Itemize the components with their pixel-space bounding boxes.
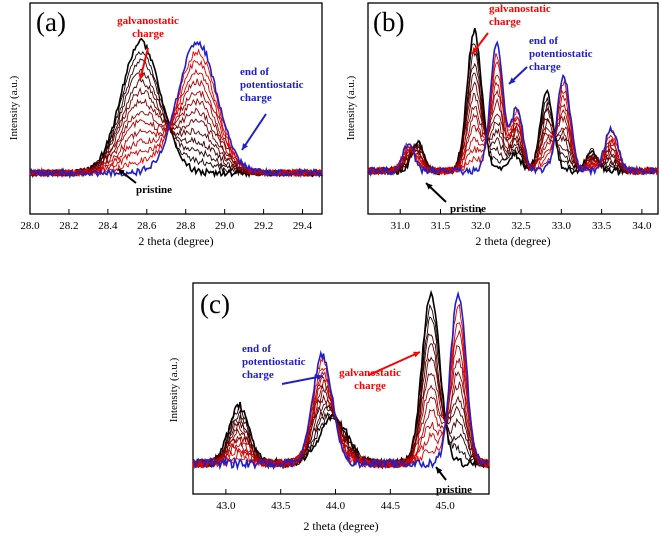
- panel-b-series-13: [367, 40, 659, 177]
- panel-a-x-tick-label: 28.8: [176, 220, 196, 232]
- panel-a-pri-arrowhead: [118, 169, 125, 176]
- panel-c-frame: [192, 282, 490, 495]
- panel-c-pri-arrowhead: [436, 467, 443, 474]
- panel-c: 43.0 43.5 44.0 44.5 45.0 (c) 2 theta (degree…: [168, 282, 490, 533]
- panel-c-series-7: [192, 370, 490, 469]
- panel-c-x-axis-title: 2 theta (degree): [303, 519, 378, 533]
- panel-c-curves: [192, 289, 490, 471]
- panel-b: 31.0 31.5 32.0 32.5 33.0 33.5 34.0 (b) 2 theta…: [345, 2, 659, 248]
- panel-b-x-tick-label: 33.5: [592, 220, 612, 232]
- panel-b-pri-arrowhead: [426, 183, 433, 190]
- panel-a-x-tick-label: 28.6: [137, 220, 157, 232]
- panel-c-annotations: galvanostatic charge end of potentiostatic c…: [242, 343, 472, 496]
- panel-c-series-3: [192, 333, 490, 469]
- panel-c-pristine-label: pristine: [436, 484, 472, 496]
- panel-a-galv-arrowhead: [138, 73, 145, 80]
- panel-c-series-4: [192, 343, 490, 469]
- panel-b-letter: (b): [373, 7, 404, 37]
- panel-a-x-tick-label: 29.4: [293, 220, 313, 232]
- panel-a-pot-arrow: [241, 113, 267, 151]
- panel-b-series-2: [367, 50, 659, 176]
- panel-b-frame: [367, 2, 659, 215]
- panel-b-annotations: galvanostatic charge end of potentiostatic c…: [425, 3, 593, 215]
- panel-c-x-tick-label: 43.0: [216, 500, 236, 512]
- panel-b-x-ticks: 31.0 31.5 32.0 32.5 33.0 33.5 34.0: [391, 209, 652, 232]
- panel-a-curves: [29, 37, 323, 179]
- panel-c-series-6: [192, 372, 490, 469]
- panel-a-galvanostatic-label: galvanostatic charge: [117, 15, 179, 40]
- panel-c-letter: (c): [200, 289, 230, 319]
- panel-c-pot-arrowhead: [316, 374, 323, 381]
- panel-a-pot-arrowhead: [242, 143, 248, 150]
- panel-b-x-tick-label: 33.0: [552, 220, 572, 232]
- panel-a-letter: (a): [36, 7, 66, 37]
- panel-a-x-axis-title: 2 theta (degree): [138, 234, 213, 248]
- panel-b-galv-arrowhead: [472, 47, 479, 54]
- panel-c-series-2: [192, 316, 490, 469]
- panel-c-galvanostatic-label: galvanostatic charge: [339, 367, 401, 392]
- panel-c-x-tick-label: 45.0: [436, 500, 456, 512]
- panel-a-frame: [29, 2, 323, 215]
- panel-b-x-tick-label: 32.5: [511, 220, 531, 232]
- panel-a-series-8: [29, 90, 323, 178]
- panel-b-x-tick-label: 31.0: [391, 220, 411, 232]
- panel-b-y-axis-title: Intensity (a.u.): [345, 75, 357, 140]
- panel-c-x-tick-label: 43.5: [271, 500, 291, 512]
- panel-a-x-tick-label: 29.0: [215, 220, 235, 232]
- panel-b-series-11: [367, 61, 659, 175]
- panel-a-y-axis-title: Intensity (a.u.): [8, 75, 20, 140]
- panel-a-annotations: galvanostatic charge end of potentiostatic c…: [117, 15, 304, 196]
- panel-a-x-tick-label: 28.2: [59, 220, 78, 232]
- panel-a-x-tick-label: 28.0: [20, 220, 40, 232]
- panel-c-x-tick-label: 44.0: [326, 500, 346, 512]
- panel-b-x-tick-label: 34.0: [632, 220, 652, 232]
- panel-b-curves: [367, 28, 659, 177]
- panel-c-pot-arrow: [281, 375, 324, 385]
- panel-c-y-axis-title: Intensity (a.u.): [168, 357, 180, 422]
- panel-b-series-5: [367, 81, 659, 175]
- panel-b-x-tick-label: 31.5: [431, 220, 451, 232]
- panel-a-x-tick-label: 28.4: [98, 220, 118, 232]
- panel-a-x-tick-label: 29.2: [254, 220, 273, 232]
- panel-c-series-11: [192, 322, 490, 470]
- panel-a-series-13: [29, 40, 323, 179]
- panel-a-series-11: [29, 59, 323, 177]
- panel-a-x-ticks: 28.0 28.2 28.4 28.6 28.8 29.0 29.2 29.4: [20, 209, 313, 232]
- panel-c-galv-arrowhead: [413, 351, 420, 358]
- panel-c-galv-arrow: [368, 351, 421, 376]
- panel-b-pristine-label: pristine: [450, 203, 486, 215]
- panel-b-x-axis-title: 2 theta (degree): [475, 234, 550, 248]
- panel-a-pristine-label: pristine: [136, 184, 172, 196]
- panel-a: 28.0 28.2 28.4 28.6 28.8 29.0 29.2 29.4 (a) 2 t…: [8, 2, 323, 248]
- panel-c-series-9: [192, 345, 490, 469]
- panel-b-pot-arrowhead: [509, 77, 516, 84]
- panel-c-x-ticks: 43.0 43.5 44.0 44.5 45.0: [216, 489, 455, 512]
- panel-c-x-tick-label: 44.5: [381, 500, 401, 512]
- panel-b-potentiostatic-label: end of potentiostatic charge: [529, 35, 593, 73]
- panel-b-galvanostatic-label: galvanostatic charge: [489, 3, 551, 28]
- panel-c-series-10: [192, 329, 490, 469]
- panel-b-x-tick-label: 32.0: [471, 220, 491, 232]
- panel-c-series-13: [192, 290, 490, 471]
- panel-c-potentiostatic-label: end of potentiostatic charge: [242, 343, 306, 381]
- panel-a-potentiostatic-label: end of potentiostatic charge: [240, 66, 304, 104]
